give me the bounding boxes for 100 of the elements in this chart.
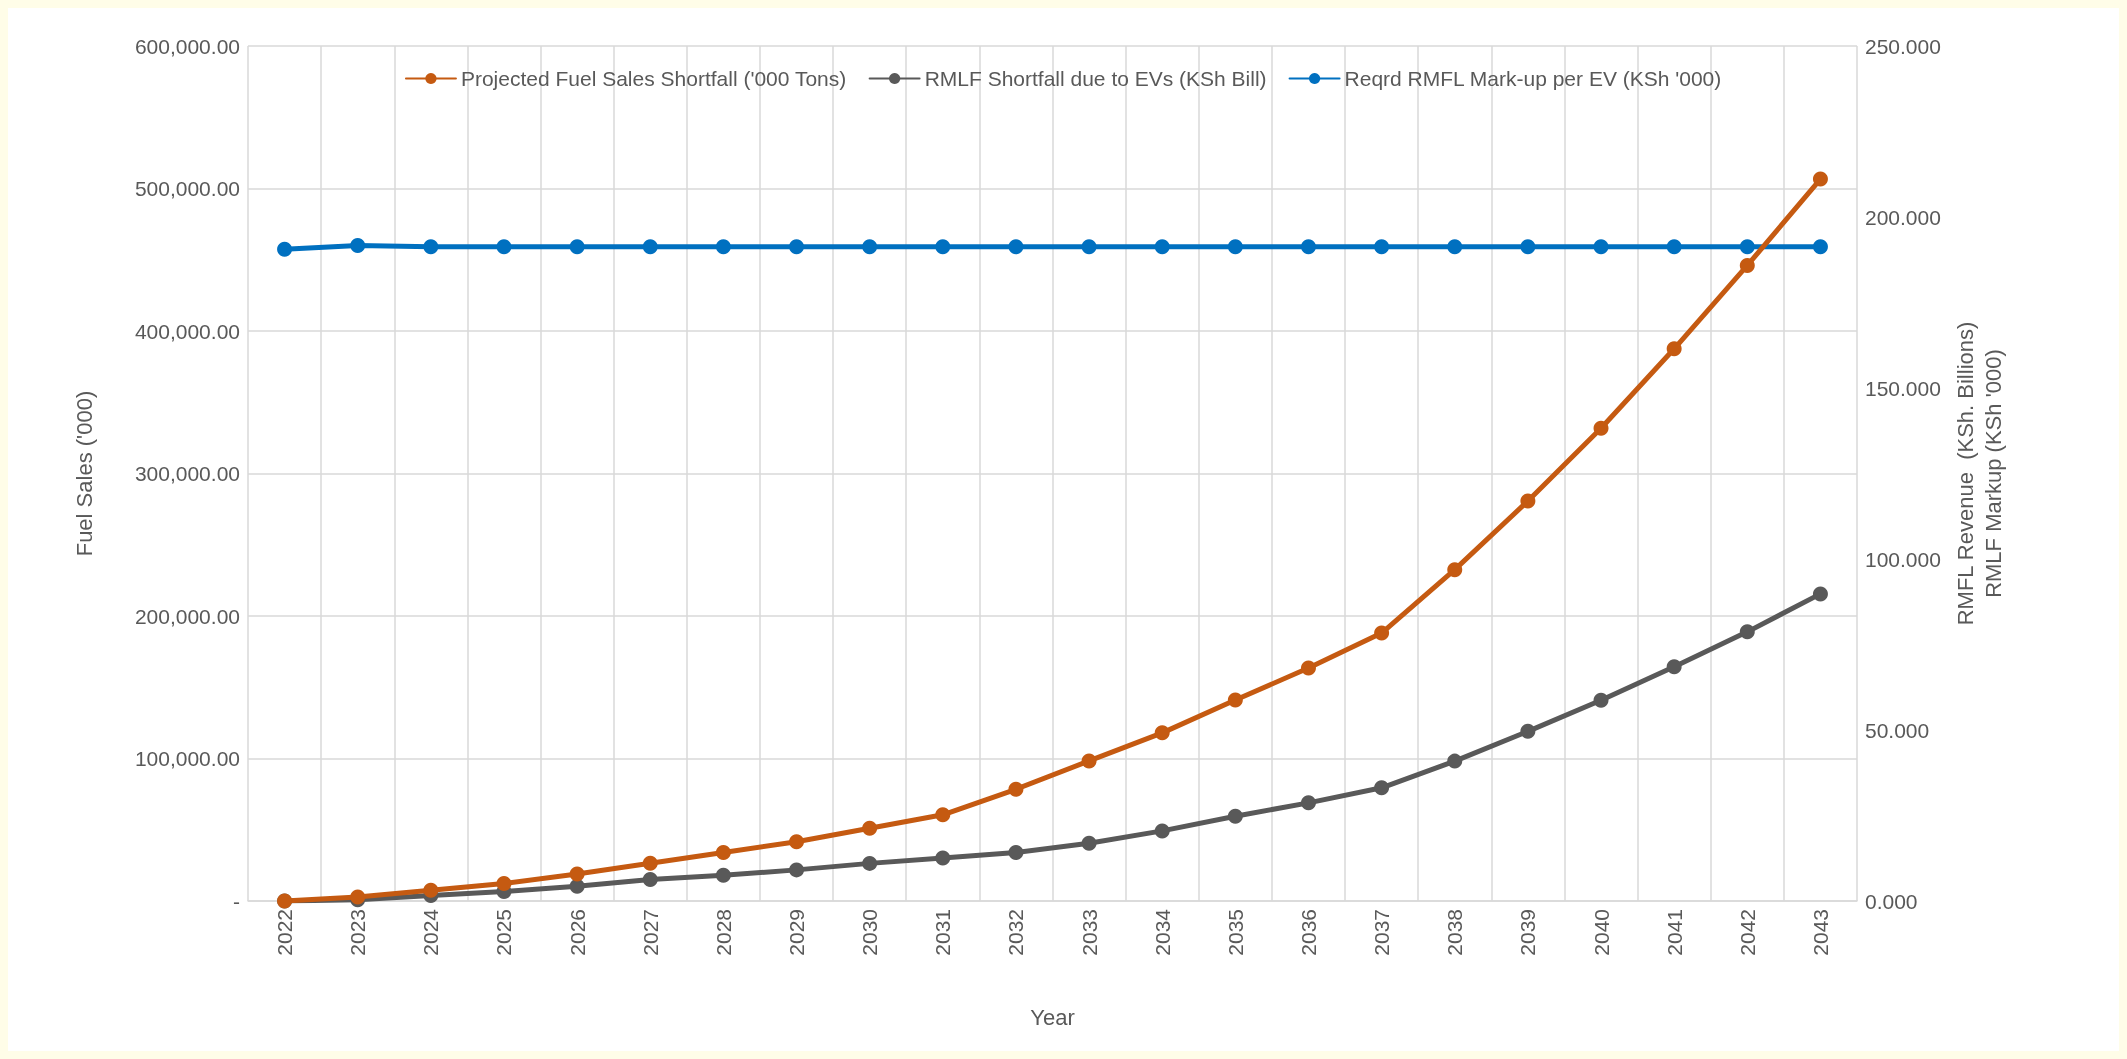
y-tick-label: 200,000.00 (134, 604, 240, 628)
point (1154, 725, 1170, 741)
point (1154, 239, 1170, 255)
point (1374, 780, 1390, 796)
y2-tick-label: 0.000 (1865, 889, 1918, 913)
point (789, 862, 805, 878)
y-tick-label: 600,000.00 (134, 34, 240, 58)
point (1739, 624, 1755, 640)
point (1081, 239, 1097, 255)
point (1374, 625, 1390, 641)
point (277, 241, 293, 257)
point (1666, 659, 1682, 675)
x-tick-label: 2039 (1516, 909, 1540, 956)
point (1520, 493, 1536, 509)
x-tick-label: 2026 (565, 909, 589, 956)
point (862, 239, 878, 255)
y-tick-label: 300,000.00 (134, 462, 240, 485)
x-tick-label: 2022 (273, 909, 297, 956)
point (1520, 239, 1536, 255)
point (1812, 171, 1828, 187)
x-tick-label: 2041 (1662, 909, 1686, 956)
x-tick-label: 2025 (492, 909, 516, 956)
point (1227, 239, 1243, 255)
point (1008, 844, 1024, 860)
x-tick-label: 2033 (1077, 909, 1101, 956)
y2-tick-label: 250.000 (1865, 34, 1941, 58)
point (789, 834, 805, 850)
point (935, 239, 951, 255)
x-tick-label: 2037 (1370, 909, 1394, 956)
point (1300, 795, 1316, 811)
y2-axis-title: RMFL Revenue (KSh. Billions) RMLF Markup (KSh '000) (1953, 321, 2007, 626)
y-axis-title: Fuel Sales ('000) (71, 390, 97, 557)
x-tick-label: 2023 (346, 909, 370, 956)
point (1227, 808, 1243, 824)
point (715, 845, 731, 861)
point (789, 239, 805, 255)
point (642, 239, 658, 255)
point (1739, 239, 1755, 255)
x-axis-title: Year (1030, 1004, 1075, 1030)
point (1008, 781, 1024, 797)
y-tick-label: 500,000.00 (134, 177, 240, 200)
point (569, 239, 585, 255)
x-tick-label: 2038 (1443, 909, 1467, 956)
x-tick-label: 2028 (711, 909, 735, 956)
point (1227, 692, 1243, 708)
point (1593, 239, 1609, 255)
point (1081, 753, 1097, 769)
point (1447, 753, 1463, 769)
x-tick-label: 2042 (1735, 909, 1759, 956)
y-tick-label: 100,000.00 (134, 747, 240, 770)
point (715, 239, 731, 255)
point (1666, 239, 1682, 255)
point (1812, 586, 1828, 602)
point (1666, 341, 1682, 357)
point (569, 878, 585, 894)
y-tick-label: 400,000.00 (134, 319, 240, 343)
x-tick-label: 2034 (1150, 908, 1174, 956)
y2-tick-label: 100.000 (1865, 547, 1941, 571)
point (935, 807, 951, 823)
x-tick-label: 2032 (1004, 909, 1028, 956)
point (1154, 823, 1170, 839)
point (1008, 239, 1024, 255)
point (1593, 692, 1609, 708)
point (1447, 562, 1463, 578)
point (642, 855, 658, 871)
point (350, 237, 366, 253)
point (935, 850, 951, 866)
y2-tick-label: 50.000 (1865, 718, 1930, 742)
point (496, 239, 512, 255)
point (569, 866, 585, 882)
point (1447, 239, 1463, 255)
x-tick-label: 2035 (1223, 909, 1247, 956)
point (1739, 257, 1755, 273)
point (423, 239, 439, 255)
point (1593, 420, 1609, 436)
x-tick-label: 2043 (1808, 909, 1832, 956)
point (862, 820, 878, 836)
point (423, 882, 439, 898)
x-tick-label: 2024 (419, 908, 443, 956)
x-tick-label: 2029 (785, 909, 809, 956)
point (642, 871, 658, 887)
point (1300, 239, 1316, 255)
point (1081, 835, 1097, 851)
x-tick-label: 2031 (931, 909, 955, 956)
point (715, 867, 731, 883)
point (496, 875, 512, 891)
x-tick-label: 2030 (858, 909, 882, 956)
point (1374, 239, 1390, 255)
y2-tick-label: 150.000 (1865, 376, 1941, 400)
y-tick-label: - (233, 889, 240, 913)
x-tick-label: 2040 (1589, 909, 1613, 956)
point (1520, 723, 1536, 739)
x-tick-label: 2036 (1296, 909, 1320, 956)
x-tick-label: 2027 (638, 909, 662, 956)
legend-label: RMLF Shortfall due to EVs (KSh Bill) (924, 67, 1267, 90)
legend-label: Reqrd RMFL Mark-up per EV (KSh '000) (1344, 67, 1722, 90)
legend-label: Projected Fuel Sales Shortfall ('000 Tons) (460, 67, 847, 90)
point (1300, 660, 1316, 676)
y2-tick-label: 200.000 (1865, 205, 1941, 229)
point (862, 855, 878, 871)
